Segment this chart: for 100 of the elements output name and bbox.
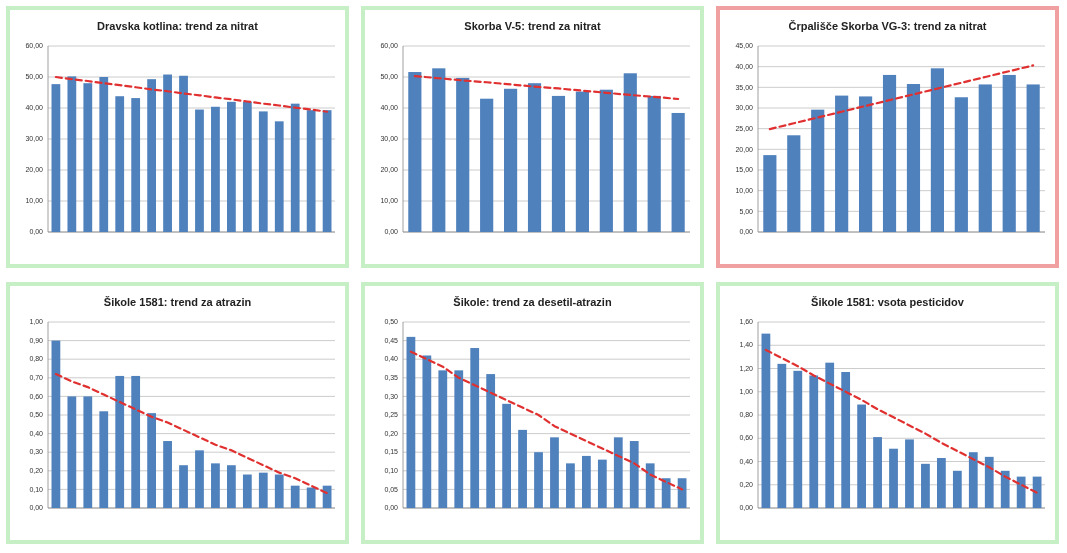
bar	[306, 110, 316, 232]
chart-title: Skorba V-5: trend za nitrat	[464, 20, 601, 32]
bar	[968, 452, 978, 508]
bar	[777, 363, 787, 508]
line-series	[768, 64, 1035, 131]
bar	[825, 362, 835, 508]
bar	[937, 458, 946, 508]
bar	[480, 98, 494, 232]
bar	[811, 109, 825, 232]
bar	[550, 437, 559, 508]
bar	[527, 83, 542, 232]
bar	[882, 74, 897, 232]
bar	[406, 336, 416, 508]
bar	[274, 121, 284, 232]
bar	[83, 83, 93, 232]
bar	[163, 74, 172, 232]
bar	[227, 465, 236, 508]
bar	[763, 155, 777, 232]
bar	[841, 371, 851, 508]
bar	[99, 411, 109, 508]
bar	[921, 463, 930, 508]
bar	[422, 355, 432, 508]
bar	[211, 106, 220, 232]
bar	[930, 68, 944, 232]
bar	[566, 463, 575, 508]
bar	[599, 89, 613, 232]
bar	[115, 96, 125, 232]
bar	[575, 91, 589, 232]
bar	[195, 109, 204, 232]
bar	[857, 404, 866, 508]
bar	[227, 101, 236, 232]
bar	[597, 459, 607, 508]
bar	[645, 463, 655, 508]
bar	[1026, 84, 1040, 232]
chart-title: Dravska kotlina: trend za nitrat	[97, 20, 259, 32]
bar	[889, 448, 898, 508]
bar	[534, 452, 543, 508]
bar	[906, 84, 921, 232]
bar	[258, 111, 268, 232]
bar	[131, 98, 141, 232]
bar	[195, 450, 204, 508]
bar	[905, 439, 914, 508]
bar	[438, 370, 448, 508]
bar	[242, 474, 252, 508]
line-series	[413, 74, 680, 101]
bar	[408, 72, 422, 232]
bar	[456, 77, 470, 232]
bar	[454, 370, 464, 508]
bar	[322, 110, 332, 232]
bar	[179, 465, 188, 508]
line-series	[54, 372, 329, 495]
bar	[147, 79, 156, 232]
bar	[787, 135, 801, 232]
line-series	[54, 75, 329, 113]
bar	[486, 374, 496, 508]
bar	[51, 84, 61, 232]
bar	[1000, 470, 1010, 508]
bar	[211, 463, 220, 508]
bar	[835, 95, 849, 232]
bar	[1002, 74, 1016, 232]
bar	[954, 97, 968, 232]
bar	[859, 96, 873, 232]
bar	[502, 403, 511, 508]
bar	[470, 348, 480, 508]
bar	[761, 333, 771, 508]
bar	[258, 472, 268, 508]
chart-title: Šikole 1581: trend za atrazin	[103, 296, 252, 308]
chart-title: Šikole: trend za desetil-atrazin	[453, 296, 612, 308]
bar	[67, 76, 77, 232]
bar	[147, 413, 156, 508]
bar	[274, 474, 284, 508]
bar	[99, 77, 109, 232]
bar	[873, 437, 882, 508]
bar	[504, 88, 518, 232]
bar	[582, 455, 591, 508]
bar	[51, 340, 61, 508]
chart-title: Črpališče Skorba VG-3: trend za nitrat	[788, 20, 987, 32]
bar	[1016, 476, 1026, 508]
bar	[647, 95, 661, 232]
line-series	[764, 348, 1039, 494]
bar	[551, 95, 566, 232]
line-series	[409, 350, 684, 491]
bar	[290, 103, 300, 232]
bar	[984, 456, 994, 508]
bar	[671, 112, 685, 232]
bar	[179, 75, 188, 232]
bar	[629, 441, 639, 508]
bar	[242, 101, 252, 232]
bar	[306, 487, 316, 508]
bar	[952, 470, 962, 508]
bar	[661, 478, 671, 508]
bar	[978, 84, 992, 232]
chart-title: Šikole 1581: vsota pesticidov	[811, 296, 965, 308]
bar	[793, 370, 803, 508]
bar	[67, 396, 77, 508]
bar	[623, 73, 637, 232]
bar	[290, 485, 300, 508]
bar	[613, 437, 623, 508]
bar	[432, 68, 446, 232]
bar	[115, 375, 125, 508]
